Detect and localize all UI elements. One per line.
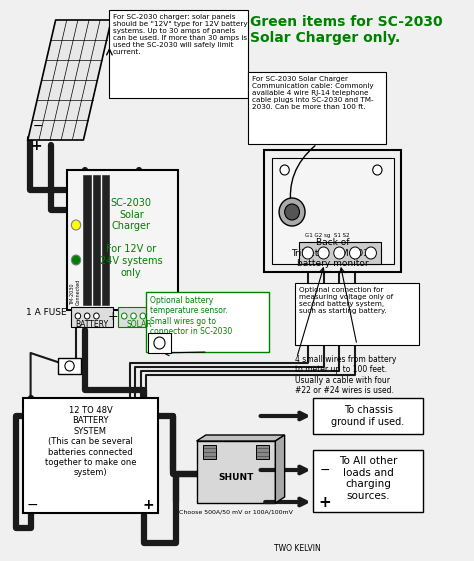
Text: +: + <box>108 310 118 323</box>
Text: 4 small wires from battery
to meter up to 100 feet.
Usually a cable with four
#2: 4 small wires from battery to meter up t… <box>295 355 396 395</box>
Circle shape <box>365 247 376 259</box>
Polygon shape <box>275 435 285 503</box>
FancyBboxPatch shape <box>295 283 419 345</box>
Circle shape <box>72 255 81 265</box>
Circle shape <box>280 165 289 175</box>
Text: TWO KELVIN: TWO KELVIN <box>273 544 320 553</box>
FancyBboxPatch shape <box>67 170 178 310</box>
Text: SOLAR: SOLAR <box>126 320 152 329</box>
Text: −: − <box>32 120 43 133</box>
FancyBboxPatch shape <box>313 398 423 434</box>
FancyBboxPatch shape <box>197 441 275 503</box>
FancyBboxPatch shape <box>203 445 216 459</box>
FancyBboxPatch shape <box>300 242 381 264</box>
Text: 12 TO 48V
BATTERY
SYSTEM
(This can be several
batteries connected
together to ma: 12 TO 48V BATTERY SYSTEM (This can be se… <box>45 406 136 477</box>
Polygon shape <box>197 435 285 441</box>
Text: To All other
loads and
charging
sources.: To All other loads and charging sources. <box>339 456 397 501</box>
Circle shape <box>131 313 137 319</box>
Text: TM-2030
Connected: TM-2030 Connected <box>70 279 80 305</box>
Circle shape <box>373 165 382 175</box>
Circle shape <box>84 313 90 319</box>
Circle shape <box>349 247 361 259</box>
Text: BATTERY: BATTERY <box>75 320 109 329</box>
Text: Choose 500A/50 mV or 100A/100mV: Choose 500A/50 mV or 100A/100mV <box>179 509 293 514</box>
Text: Green items for SC-2030
Solar Charger only.: Green items for SC-2030 Solar Charger on… <box>250 15 443 45</box>
Circle shape <box>334 247 345 259</box>
Text: SHUNT: SHUNT <box>218 472 254 481</box>
Circle shape <box>72 220 81 230</box>
Text: +: + <box>31 139 42 153</box>
Text: Optional battery
temperature sensor.
Small wires go to
connector in SC-2030: Optional battery temperature sensor. Sma… <box>150 296 232 336</box>
FancyBboxPatch shape <box>58 358 81 374</box>
FancyBboxPatch shape <box>118 307 159 327</box>
Text: To chassis
ground if used.: To chassis ground if used. <box>331 405 405 427</box>
FancyBboxPatch shape <box>256 445 269 459</box>
Circle shape <box>279 198 305 226</box>
FancyBboxPatch shape <box>83 175 91 305</box>
FancyBboxPatch shape <box>264 150 401 272</box>
FancyBboxPatch shape <box>146 292 269 352</box>
Text: +: + <box>143 498 154 512</box>
FancyBboxPatch shape <box>148 333 171 353</box>
Circle shape <box>94 313 99 319</box>
Circle shape <box>65 361 74 371</box>
FancyBboxPatch shape <box>248 72 386 144</box>
FancyBboxPatch shape <box>313 450 423 512</box>
Circle shape <box>302 247 313 259</box>
Text: +: + <box>318 494 331 509</box>
Text: Back of
TriMetric  TM-2030
battery monitor: Back of TriMetric TM-2030 battery monito… <box>291 238 375 268</box>
Text: Optional connection for
measuring voltage only of
second battery system,
such as: Optional connection for measuring voltag… <box>299 287 392 314</box>
Text: −: − <box>27 498 38 512</box>
Text: For SC-2030 Solar Charger
Communication cable: Commonly
available 4 wire RJ-14 t: For SC-2030 Solar Charger Communication … <box>252 76 374 110</box>
FancyBboxPatch shape <box>109 10 248 98</box>
Circle shape <box>75 313 81 319</box>
FancyBboxPatch shape <box>23 398 158 513</box>
Text: For SC-2030 charger: solar panels
should be "12V" type for 12V battery
systems. : For SC-2030 charger: solar panels should… <box>113 14 248 55</box>
FancyBboxPatch shape <box>272 158 394 264</box>
FancyBboxPatch shape <box>102 175 109 305</box>
Text: SC-2030
Solar
Charger

For 12V or
24V systems
only: SC-2030 Solar Charger For 12V or 24V sys… <box>100 198 163 278</box>
Text: −: − <box>319 463 330 476</box>
Circle shape <box>154 337 165 349</box>
Text: G1 G2 sg  S1 S2: G1 G2 sg S1 S2 <box>305 233 350 238</box>
Circle shape <box>285 204 300 220</box>
Circle shape <box>318 247 329 259</box>
Polygon shape <box>28 20 111 140</box>
Circle shape <box>140 313 146 319</box>
FancyBboxPatch shape <box>93 175 100 305</box>
Circle shape <box>121 313 127 319</box>
Text: 1 A FUSE: 1 A FUSE <box>26 307 66 316</box>
FancyBboxPatch shape <box>72 307 113 327</box>
